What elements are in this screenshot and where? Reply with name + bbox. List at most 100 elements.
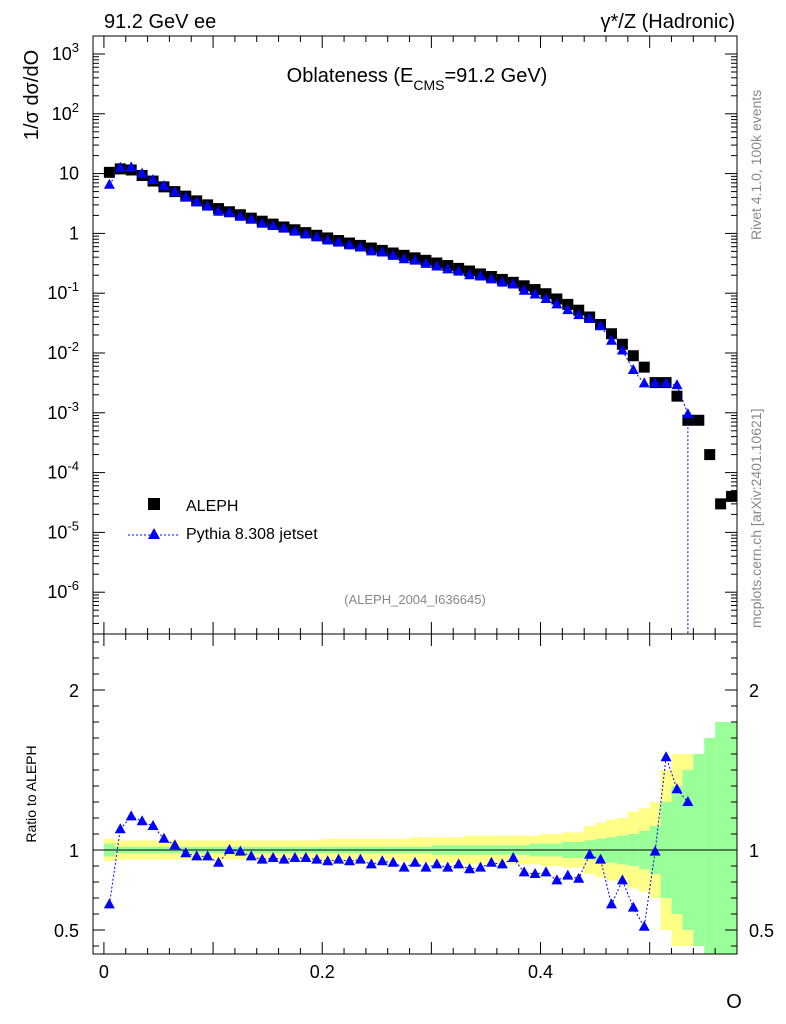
main-y-tick-label-exponent: -5 bbox=[67, 518, 79, 533]
x-tick-label: 0.2 bbox=[310, 962, 335, 982]
main-y-tick-label: 10-5 bbox=[47, 518, 79, 542]
main-y-tick-label-base: 10 bbox=[52, 104, 72, 124]
ratio-stat-uncertainty-band bbox=[715, 722, 727, 954]
aleph-data-point bbox=[671, 390, 683, 402]
x-axis-label: O bbox=[726, 991, 742, 1013]
ratio-pythia-data-point bbox=[551, 874, 563, 885]
pythia-data-point bbox=[649, 377, 661, 388]
pythia-data-point bbox=[191, 196, 203, 207]
ratio-pythia-data-point bbox=[354, 853, 366, 864]
ratio-pythia-data-point bbox=[387, 856, 399, 867]
ratio-pythia-data-point bbox=[398, 861, 410, 872]
pythia-data-point bbox=[354, 241, 366, 252]
ratio-pythia-data-point bbox=[409, 856, 421, 867]
aleph-data-point bbox=[638, 361, 650, 373]
legend-pythia-marker bbox=[148, 528, 160, 539]
pythia-data-point bbox=[682, 408, 694, 419]
main-y-tick-label-base: 10 bbox=[47, 283, 67, 303]
aleph-data-point bbox=[616, 338, 628, 350]
rivet-version-label: Rivet 4.1.0, 100k events bbox=[748, 90, 764, 240]
aleph-data-point bbox=[605, 328, 617, 340]
ratio-pythia-data-point bbox=[660, 751, 672, 762]
main-y-tick-label: 1 bbox=[69, 223, 79, 243]
legend-aleph-label: ALEPH bbox=[186, 498, 238, 515]
ratio-panel: 0 0.2 0.4 0.5 0.5 1 1 2 2 Ratio to ALEPH O bbox=[23, 633, 774, 1013]
pythia-data-point bbox=[344, 239, 356, 250]
ratio-data-layer bbox=[103, 751, 694, 931]
legend-aleph-marker bbox=[148, 498, 160, 510]
main-frame bbox=[92, 35, 738, 635]
header-process-symbol: γ*/Z bbox=[601, 11, 637, 33]
main-y-tick-label-base: 10 bbox=[47, 522, 67, 542]
pythia-data-point bbox=[333, 236, 345, 247]
ratio-pythia-data-point bbox=[256, 853, 268, 864]
aleph-data-point bbox=[704, 449, 716, 461]
main-y-tick-label-exponent: -6 bbox=[67, 578, 79, 593]
pythia-data-point bbox=[474, 270, 486, 281]
pythia-data-point bbox=[485, 273, 497, 284]
main-y-tick-label-base: 10 bbox=[47, 463, 67, 483]
ratio-pythia-data-point bbox=[442, 861, 454, 872]
pythia-data-point bbox=[158, 180, 170, 191]
pythia-data-point bbox=[442, 263, 454, 274]
ratio-pythia-data-point bbox=[485, 856, 497, 867]
analysis-id-label: (ALEPH_2004_I636645) bbox=[344, 592, 486, 607]
ratio-ticks: 0 0.2 0.4 0.5 0.5 1 1 2 2 bbox=[54, 634, 774, 982]
main-y-tick-label: 10-4 bbox=[47, 459, 79, 483]
ratio-pythia-data-point bbox=[103, 898, 115, 909]
ratio-pythia-data-point bbox=[518, 866, 530, 877]
main-y-tick-label-exponent: 3 bbox=[72, 40, 79, 55]
ratio-pythia-data-point bbox=[180, 847, 192, 858]
pythia-data-point bbox=[300, 228, 312, 239]
pythia-data-point bbox=[125, 161, 137, 172]
ratio-frame bbox=[92, 633, 738, 955]
pythia-data-point bbox=[660, 377, 672, 388]
ratio-pythia-data-point bbox=[234, 845, 246, 856]
ratio-pythia-data-point bbox=[278, 853, 290, 864]
main-title: Oblateness (ECMS=91.2 GeV) bbox=[287, 65, 548, 93]
ratio-y-tick-label-right: 2 bbox=[749, 681, 759, 701]
aleph-data-point bbox=[693, 414, 705, 426]
main-y-tick-label-base: 10 bbox=[47, 582, 67, 602]
ratio-pythia-data-point bbox=[682, 796, 694, 806]
ratio-y-tick-label-left: 1 bbox=[69, 841, 79, 861]
main-y-tick-label-base: 10 bbox=[52, 44, 72, 64]
pythia-data-point bbox=[420, 257, 432, 268]
ratio-pythia-data-point bbox=[365, 858, 377, 869]
pythia-data-point bbox=[507, 278, 519, 289]
main-title-tail: =91.2 GeV) bbox=[445, 65, 548, 87]
pythia-data-point bbox=[496, 276, 508, 287]
pythia-data-point bbox=[213, 205, 225, 216]
ratio-y-tick-label-left: 2 bbox=[69, 681, 79, 701]
ratio-pythia-data-point bbox=[376, 855, 388, 866]
pythia-data-point bbox=[256, 217, 268, 228]
main-y-tick-label-base: 10 bbox=[47, 403, 67, 423]
main-title-main: Oblateness (E bbox=[287, 65, 414, 87]
ratio-pythia-data-point bbox=[311, 853, 323, 864]
ratio-y-axis-label: Ratio to ALEPH bbox=[23, 745, 39, 842]
ratio-pythia-data-point bbox=[627, 901, 639, 912]
main-data-layer bbox=[103, 161, 738, 634]
main-y-tick-label-exponent: -4 bbox=[67, 459, 79, 474]
pythia-data-point bbox=[562, 304, 574, 315]
ratio-pythia-data-point bbox=[267, 852, 279, 862]
pythia-data-point bbox=[387, 249, 399, 260]
ratio-y-tick-label-right: 0.5 bbox=[749, 921, 774, 941]
pythia-data-point bbox=[573, 309, 585, 320]
pythia-data-point bbox=[464, 269, 476, 280]
ratio-pythia-data-point bbox=[573, 872, 585, 883]
pythia-data-point bbox=[180, 191, 192, 202]
pythia-data-point bbox=[376, 246, 388, 257]
pythia-data-point bbox=[518, 284, 530, 295]
ratio-pythia-data-point bbox=[464, 863, 476, 874]
ratio-pythia-data-point bbox=[431, 858, 443, 869]
ratio-pythia-data-point bbox=[300, 852, 312, 862]
pythia-data-point bbox=[223, 206, 235, 217]
ratio-y-tick-label-right: 1 bbox=[749, 841, 759, 861]
main-y-axis-label: 1/σ dσ/dO bbox=[21, 50, 43, 140]
main-y-tick-label: 10-3 bbox=[47, 399, 79, 423]
pythia-data-point bbox=[595, 320, 607, 331]
pythia-data-point bbox=[136, 167, 148, 178]
ratio-pythia-data-point bbox=[245, 850, 257, 861]
